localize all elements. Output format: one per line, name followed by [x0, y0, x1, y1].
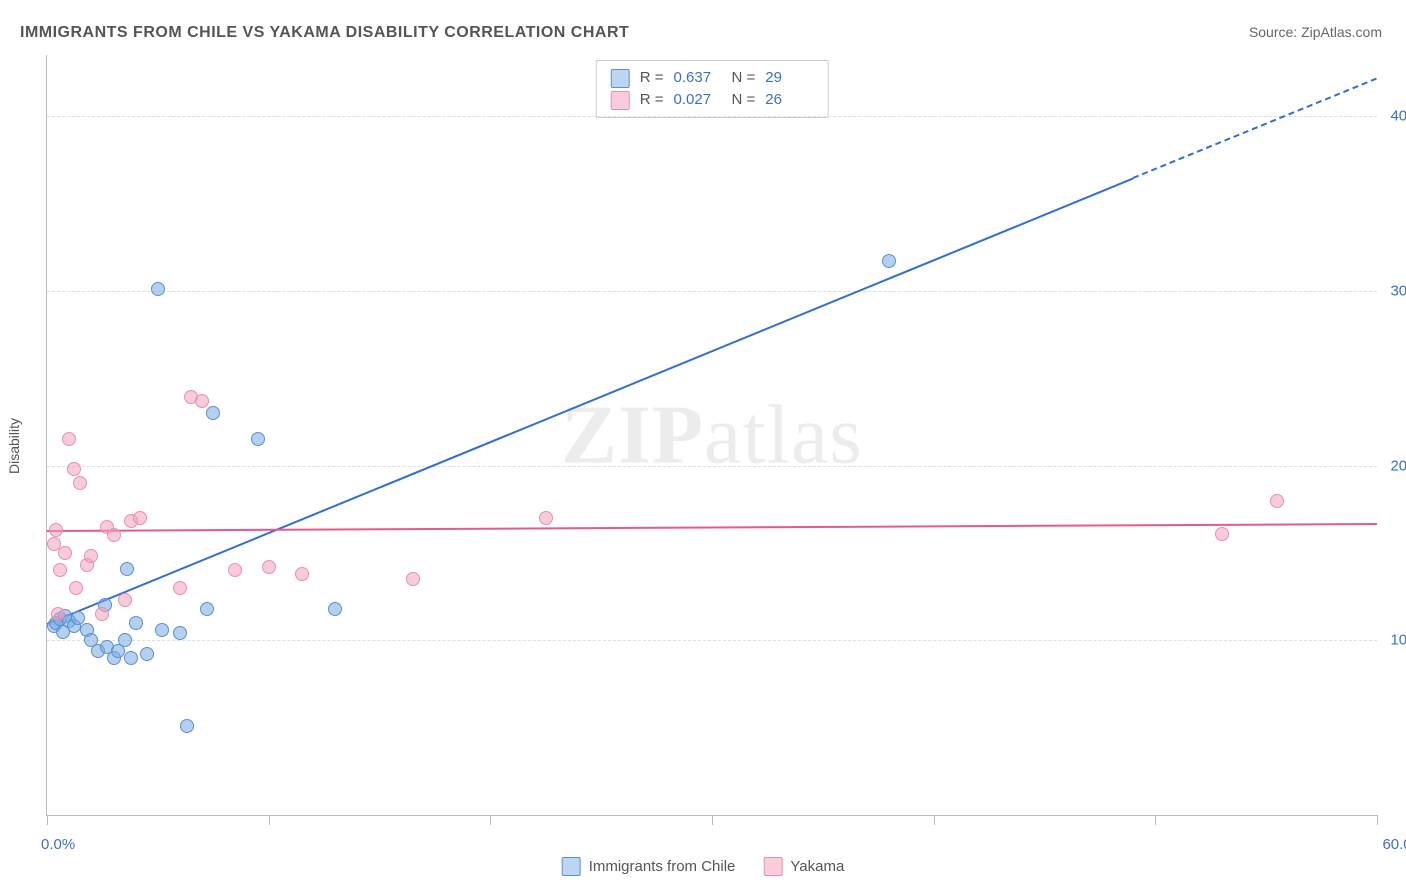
y-axis-label: Disability	[6, 418, 22, 474]
trend-line-dash	[1133, 78, 1378, 179]
data-point	[49, 523, 63, 537]
correlation-row-yakama: R = 0.027 N = 26	[611, 89, 814, 111]
data-point	[173, 581, 187, 595]
data-point	[1215, 527, 1229, 541]
watermark: ZIPatlas	[561, 387, 863, 484]
correlation-legend: R = 0.637 N = 29 R = 0.027 N = 26	[596, 60, 829, 118]
data-point	[195, 394, 209, 408]
data-point	[51, 607, 65, 621]
data-point	[73, 476, 87, 490]
x-tick	[47, 815, 48, 825]
swatch-yakama-icon	[763, 857, 782, 876]
data-point	[124, 651, 138, 665]
data-point	[69, 581, 83, 595]
data-point	[228, 563, 242, 577]
x-tick	[490, 815, 491, 825]
data-point	[107, 528, 121, 542]
n-label: N =	[732, 67, 756, 89]
data-point	[67, 462, 81, 476]
y-tick-label: 30.0%	[1390, 282, 1406, 299]
data-point	[251, 432, 265, 446]
data-point	[140, 647, 154, 661]
data-point	[206, 406, 220, 420]
chart-title: IMMIGRANTS FROM CHILE VS YAKAMA DISABILI…	[20, 24, 629, 42]
gridline	[47, 466, 1377, 467]
trend-line	[47, 177, 1134, 624]
data-point	[95, 607, 109, 621]
data-point	[118, 633, 132, 647]
data-point	[133, 511, 147, 525]
scatter-plot-area: ZIPatlas R = 0.637 N = 29 R = 0.027 N = …	[46, 55, 1377, 816]
x-tick	[934, 815, 935, 825]
data-point	[1270, 494, 1284, 508]
legend-label-yakama: Yakama	[790, 858, 844, 875]
data-point	[328, 602, 342, 616]
legend-item-chile: Immigrants from Chile	[562, 857, 736, 876]
gridline	[47, 640, 1377, 641]
n-value-chile: 29	[765, 67, 813, 89]
legend-item-yakama: Yakama	[763, 857, 844, 876]
data-point	[180, 719, 194, 733]
source-link[interactable]: ZipAtlas.com	[1301, 24, 1382, 40]
data-point	[200, 602, 214, 616]
n-value-yakama: 26	[765, 89, 813, 111]
data-point	[151, 282, 165, 296]
data-point	[262, 560, 276, 574]
gridline	[47, 291, 1377, 292]
data-point	[173, 626, 187, 640]
y-tick-label: 20.0%	[1390, 457, 1406, 474]
watermark-atlas: atlas	[704, 389, 863, 482]
data-point	[295, 567, 309, 581]
trend-line	[47, 523, 1377, 532]
source-credit: Source: ZipAtlas.com	[1249, 24, 1382, 40]
swatch-chile-icon	[562, 857, 581, 876]
series-legend: Immigrants from Chile Yakama	[562, 857, 845, 876]
y-tick-label: 10.0%	[1390, 632, 1406, 649]
legend-label-chile: Immigrants from Chile	[589, 858, 736, 875]
data-point	[53, 563, 67, 577]
data-point	[539, 511, 553, 525]
data-point	[62, 432, 76, 446]
r-value-yakama: 0.027	[674, 89, 722, 111]
data-point	[155, 623, 169, 637]
r-label: R =	[640, 89, 664, 111]
data-point	[71, 611, 85, 625]
r-label: R =	[640, 67, 664, 89]
r-value-chile: 0.637	[674, 67, 722, 89]
data-point	[84, 549, 98, 563]
x-max-label: 60.0%	[1382, 836, 1406, 853]
data-point	[406, 572, 420, 586]
x-tick	[1377, 815, 1378, 825]
source-prefix: Source:	[1249, 24, 1301, 40]
y-tick-label: 40.0%	[1390, 108, 1406, 125]
x-tick	[269, 815, 270, 825]
data-point	[882, 254, 896, 268]
data-point	[120, 562, 134, 576]
n-label: N =	[732, 89, 756, 111]
data-point	[129, 616, 143, 630]
data-point	[118, 593, 132, 607]
swatch-yakama-icon	[611, 91, 630, 110]
x-min-label: 0.0%	[41, 836, 75, 853]
gridline	[47, 116, 1377, 117]
data-point	[58, 546, 72, 560]
x-tick	[712, 815, 713, 825]
correlation-row-chile: R = 0.637 N = 29	[611, 67, 814, 89]
swatch-chile-icon	[611, 69, 630, 88]
x-tick	[1155, 815, 1156, 825]
